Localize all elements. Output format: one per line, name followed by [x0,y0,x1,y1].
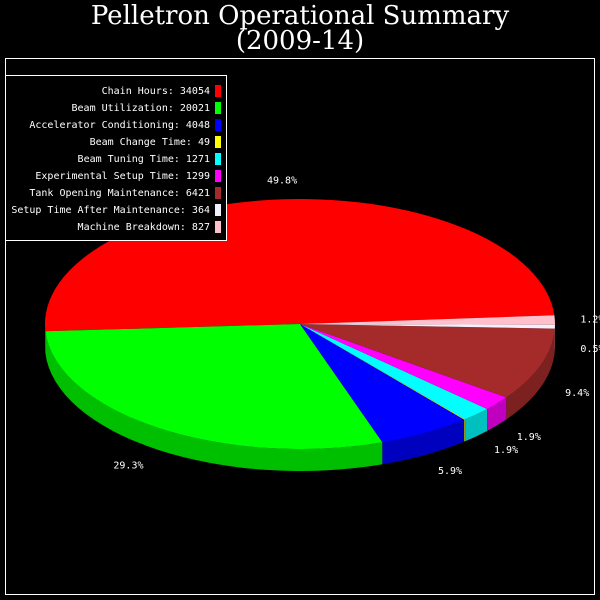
legend-label: Setup Time After Maintenance: 364 [11,205,210,216]
slice-label: 0.5% [580,344,600,355]
slice [45,324,383,449]
legend-swatch [215,102,221,114]
slice-side [464,419,466,442]
slice [300,324,555,398]
legend-label: Accelerator Conditioning: 4048 [29,120,210,131]
slice [300,315,555,325]
legend-swatch [215,221,221,233]
chart-title: Pelletron Operational Summary [91,1,510,31]
legend-swatch [215,187,221,199]
legend-label: Tank Opening Maintenance: 6421 [29,188,210,199]
legend-swatch [215,85,221,97]
legend-swatch [215,204,221,216]
slice-side [506,328,555,420]
slice-label: 5.9% [438,466,462,477]
slice-side [487,397,507,431]
legend-label: Chain Hours: 34054 [102,86,210,97]
legend-swatch [215,170,221,182]
slice [300,324,466,420]
legend-box [5,75,227,241]
legend-label: Beam Utilization: 20021 [72,103,210,114]
legend-swatch [215,153,221,165]
slice [300,324,465,443]
slice-side [382,419,465,465]
slice [300,324,507,409]
slice-label: 9.4% [565,388,589,399]
slice-label: 1.9% [494,445,518,456]
slice-side [465,408,488,442]
slice-label: 29.3% [113,460,143,471]
legend-swatch [215,119,221,131]
slice [300,324,555,329]
chart-subtitle: (2009-14) [236,26,364,56]
slice [300,324,488,420]
legend-label: Experimental Setup Time: 1299 [35,171,210,182]
plot-frame [5,58,595,595]
slice-label: 1.2% [580,314,600,325]
slice-label: 1.9% [517,432,541,443]
legend-swatch [215,136,221,148]
slice-label: 49.8% [267,176,297,187]
slice-side [45,331,383,471]
legend-label: Beam Tuning Time: 1271 [78,154,210,165]
legend-label: Beam Change Time: 49 [90,137,210,148]
legend-label: Machine Breakdown: 827 [78,222,210,233]
